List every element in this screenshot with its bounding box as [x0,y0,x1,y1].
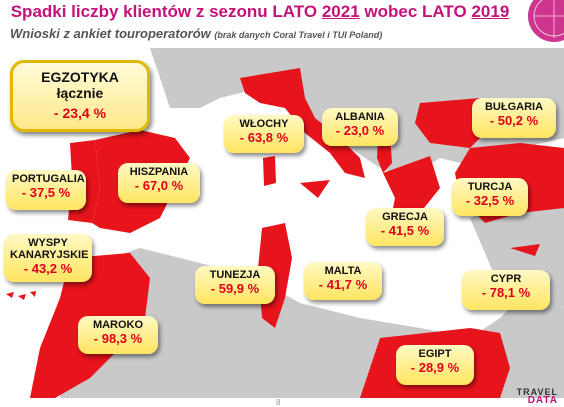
label-cypr-value: - 78,1 % [481,285,531,300]
label-wlochy-name: WŁOCHY [239,118,289,130]
label-hiszpania-name: HISZPANIA [129,166,189,178]
title-year-1: 2021 [321,2,360,21]
label-bulgaria-value: - 50,2 % [489,113,539,128]
title-season-2: LATO [422,2,467,21]
label-maroko-name: MAROKO [92,319,144,331]
label-wyspy-name-line1: WYSPY [28,237,68,249]
country-sicily [300,180,330,198]
label-egipt-name: EGIPT [418,348,452,360]
label-cypr: CYPR - 78,1 % [462,270,550,310]
label-albania-name: ALBANIA [335,111,385,123]
logo-line2: DATA [527,395,558,406]
page-title: Spadki liczby klientów z sezonu LATO 202… [0,2,520,22]
title-year-2: 2019 [471,2,510,21]
label-grecja-name: GRECJA [382,211,428,223]
label-turcja-value: - 32,5 % [465,193,515,208]
label-malta-value: - 41,7 % [318,277,368,292]
label-bulgaria-name: BUŁGARIA [484,101,544,113]
label-maroko: MAROKO - 98,3 % [78,316,158,354]
label-albania: ALBANIA - 23,0 % [322,108,398,146]
label-wyspy-kanaryjskie: WYSPY KANARYJSKIE - 43,2 % [4,234,92,282]
summary-egzotyka-box: EGZOTYKA łącznie - 23,4 % [10,60,150,132]
label-wyspy-value: - 43,2 % [23,261,73,276]
label-tunezja-value: - 59,9 % [210,281,260,296]
label-hiszpania-value: - 67,0 % [134,178,184,193]
label-albania-value: - 23,0 % [335,123,385,138]
label-grecja-value: - 41,5 % [380,223,430,238]
summary-name-line1: EGZOTYKA [41,69,119,85]
label-bulgaria: BUŁGARIA - 50,2 % [472,98,556,138]
label-turcja-name: TURCJA [467,181,513,193]
country-sardinia [263,156,276,186]
page-number: 8 [276,398,281,407]
label-tunezja-name: TUNEZJA [209,269,261,281]
label-egipt: EGIPT - 28,9 % [396,345,474,385]
country-cyprus [510,244,540,256]
label-malta: MALTA - 41,7 % [304,262,382,300]
label-grecja: GRECJA - 41,5 % [366,208,444,246]
logo-line1: TRAVEL [516,387,558,397]
label-malta-name: MALTA [324,265,362,277]
title-prefix: Spadki liczby klientów z sezonu [10,2,273,21]
summary-name-line2: łącznie [56,85,104,101]
country-canary-islands [6,291,36,300]
title-season-1: LATO [272,2,318,21]
corner-globe-decoration [528,0,564,42]
label-cypr-name: CYPR [490,273,522,285]
label-wlochy: WŁOCHY - 63,8 % [224,115,304,153]
label-portugalia: PORTUGALIA - 37,5 % [6,170,86,210]
travel-data-logo: TRAVEL DATA [496,387,558,406]
label-turcja: TURCJA - 32,5 % [452,178,528,216]
subtitle-text: Wnioski z ankiet touroperatorów [10,26,211,41]
subtitle: Wnioski z ankiet touroperatorów (brak da… [10,26,382,41]
summary-value: - 23,4 % [53,105,107,121]
label-hiszpania: HISZPANIA - 67,0 % [118,163,200,203]
label-egipt-value: - 28,9 % [410,360,460,375]
label-portugalia-value: - 37,5 % [21,185,71,200]
subtitle-note: (brak danych Coral Travel i TUI Poland) [214,30,383,40]
label-wlochy-value: - 63,8 % [239,130,289,145]
label-wyspy-name-line2: KANARYJSKIE [10,249,89,261]
label-tunezja: TUNEZJA - 59,9 % [195,266,275,304]
label-maroko-value: - 98,3 % [93,331,143,346]
title-mid: wobec [359,2,423,21]
label-portugalia-name: PORTUGALIA [12,173,85,185]
country-bulgaria [415,98,490,148]
